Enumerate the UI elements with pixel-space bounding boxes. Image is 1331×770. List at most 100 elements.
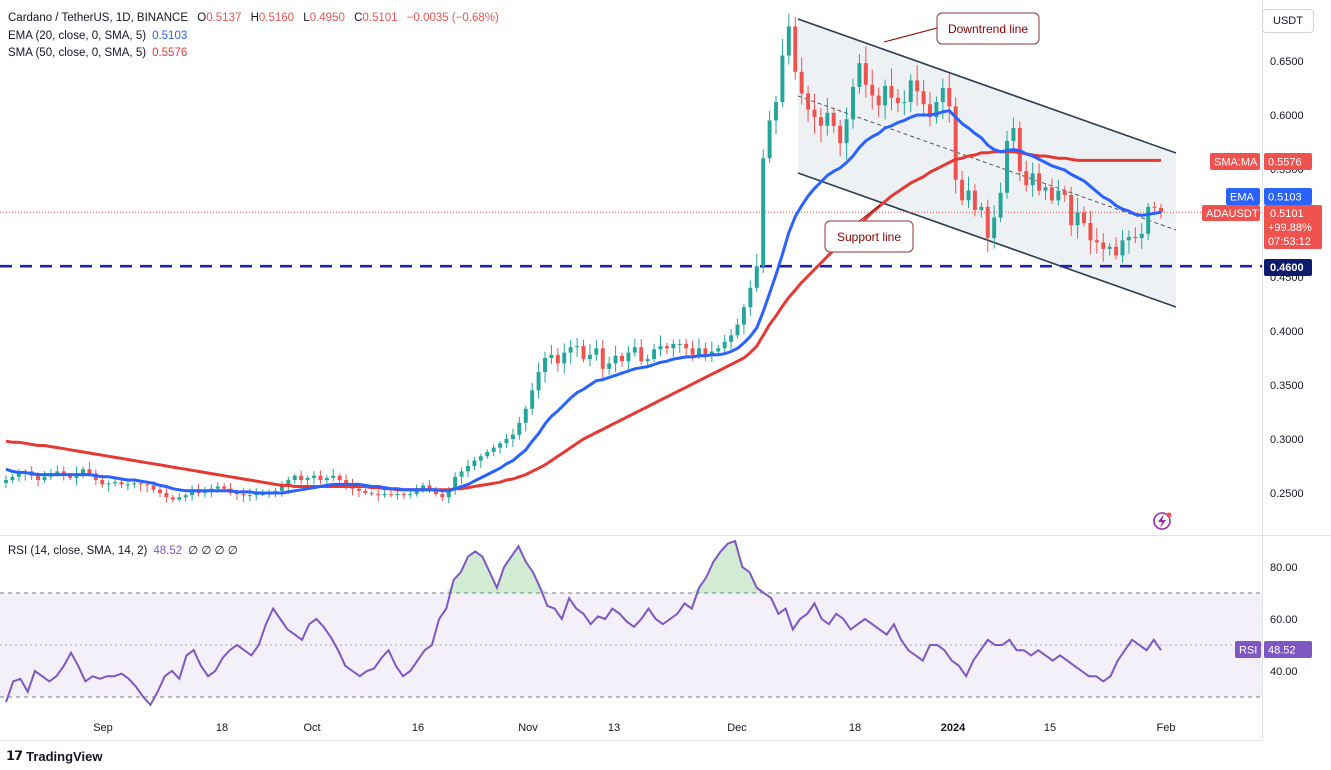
time-tick: Sep <box>93 722 113 734</box>
candle-body <box>1062 190 1067 195</box>
candle-body <box>793 26 798 72</box>
rsi-overbought-fill <box>446 546 548 593</box>
candle-body <box>549 354 554 358</box>
candle-body <box>921 91 926 105</box>
candle-body <box>632 347 637 353</box>
sma50-line <box>5 150 1161 492</box>
candle-body <box>453 476 458 489</box>
candle-body <box>620 355 624 362</box>
candle-body <box>517 422 522 435</box>
candle-body <box>530 390 535 409</box>
candle-body <box>440 494 445 498</box>
candle-body <box>838 125 843 144</box>
candle-body <box>915 80 920 92</box>
candle-body <box>562 352 567 364</box>
legend-ohlc: Cardano / TetherUS, 1D, BINANCE O0.5137 … <box>8 12 499 24</box>
candle-body <box>356 488 361 491</box>
candle-body <box>401 494 406 496</box>
candle-body <box>607 363 612 369</box>
candle-body <box>222 486 227 489</box>
level-tag-bg <box>1264 259 1312 276</box>
candle-body <box>459 471 464 477</box>
annotations: Downtrend line Support line <box>824 12 1040 253</box>
downtrend-box <box>936 12 1040 45</box>
candle-body <box>729 335 734 342</box>
support-box <box>824 220 914 253</box>
candle-body <box>408 494 413 496</box>
candle-body <box>754 266 759 288</box>
sym-tag-change: +99.88% <box>1268 222 1312 234</box>
candle-body <box>555 354 560 364</box>
candle-body <box>825 112 830 126</box>
candle-body <box>1005 140 1009 193</box>
price-tags: SMA:MA 0.5576 EMA 0.5103 ADAUSDT 0.5101 +99.88… <box>1202 153 1322 658</box>
candle-body <box>485 451 490 457</box>
sym-tag-value: 0.5101 <box>1270 208 1304 220</box>
candle-body <box>427 485 432 491</box>
rsi-tag-label: RSI <box>1239 645 1257 657</box>
candle-body <box>1075 212 1080 226</box>
ema-tag-label: EMA <box>1230 192 1255 204</box>
candle-body <box>125 484 130 486</box>
time-tick: 2024 <box>941 722 966 734</box>
ema20-line <box>5 109 1162 495</box>
rsi-line <box>5 539 1162 707</box>
sma-tag-label: SMA:MA <box>1214 157 1258 169</box>
candle-body <box>472 460 477 466</box>
candle-body <box>215 486 220 489</box>
time-tick: 18 <box>849 722 861 734</box>
candle-body <box>1114 246 1119 256</box>
candle-body <box>722 341 727 349</box>
candle-body <box>966 190 971 201</box>
candle-body <box>587 354 592 360</box>
candle-body <box>1088 223 1093 241</box>
sma-tag-value-bg <box>1264 153 1312 170</box>
candle-body <box>433 490 438 495</box>
rsi-tag-value-bg <box>1264 641 1312 658</box>
tradingview-logo: 𝟭𝟳 TradingView <box>6 748 102 764</box>
time-tick: Oct <box>303 722 320 734</box>
candle-body <box>774 102 778 121</box>
candle-body <box>1011 127 1016 141</box>
candle-body <box>767 120 772 159</box>
legend-rsi: RSI (14, close, SMA, 14, 2) 48.52 ∅ ∅ ∅ ∅ <box>8 545 238 557</box>
sma-tag-value: 0.5576 <box>1268 157 1302 169</box>
candle-body <box>100 480 105 485</box>
candle-body <box>523 408 528 423</box>
candle-body <box>170 497 175 500</box>
time-tick: Feb <box>1157 722 1176 734</box>
candle-body <box>247 495 252 497</box>
candle-body <box>684 343 689 349</box>
price-tick: 0.4000 <box>1270 326 1304 338</box>
rsi-overbought-fill <box>691 541 764 593</box>
lightning-icon[interactable] <box>1153 512 1172 530</box>
candle-body <box>331 475 336 478</box>
candle-body <box>299 475 304 481</box>
candle-body <box>241 494 246 496</box>
candle-body <box>190 490 195 496</box>
candle-body <box>639 347 644 362</box>
candle-body <box>87 469 92 474</box>
candle-body <box>16 473 21 477</box>
candle-body <box>594 348 599 355</box>
candle-body <box>645 359 650 362</box>
price-pane <box>0 13 1262 504</box>
candle-body <box>947 88 952 107</box>
candle-body <box>1120 240 1125 256</box>
sym-tag-timer: 07:53:12 <box>1268 236 1311 248</box>
ema-tag-label-bg <box>1226 188 1260 205</box>
candle-body <box>55 471 60 474</box>
candle-body <box>735 324 740 336</box>
candle-body <box>119 482 124 485</box>
candle-body <box>1082 212 1086 223</box>
candle-body <box>703 348 708 355</box>
candle-body <box>536 372 541 391</box>
price-tick: 0.6000 <box>1270 110 1304 122</box>
candle-body <box>1146 206 1151 234</box>
candle-body <box>690 348 695 355</box>
currency-selector[interactable]: USDT <box>1262 9 1314 33</box>
candle-body <box>818 117 823 126</box>
downtrend-pointer <box>883 27 938 43</box>
candle-body <box>851 86 855 120</box>
